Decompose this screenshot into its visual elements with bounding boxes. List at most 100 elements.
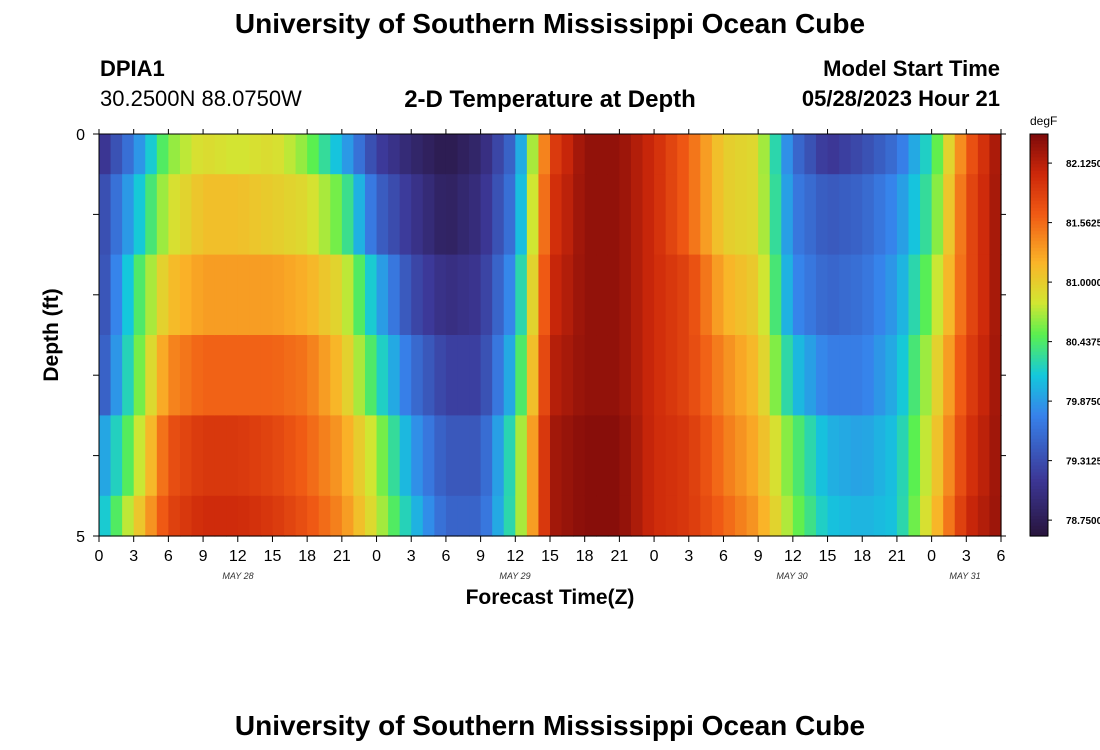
colorbar-segment bbox=[1030, 341, 1048, 346]
colorbar-segment bbox=[1030, 308, 1048, 313]
heatmap-cell bbox=[411, 254, 424, 336]
x-tick-label: 21 bbox=[610, 548, 628, 565]
heatmap-cell bbox=[434, 415, 447, 497]
heatmap-cell bbox=[654, 495, 667, 537]
heatmap-cell bbox=[399, 495, 412, 537]
x-date-label: MAY 30 bbox=[776, 571, 807, 581]
heatmap-cell bbox=[133, 335, 146, 416]
heatmap-cell bbox=[654, 134, 667, 175]
heatmap-cell bbox=[920, 254, 933, 336]
heatmap-cell bbox=[596, 335, 609, 416]
heatmap-cell bbox=[573, 495, 586, 537]
heatmap-cell bbox=[630, 254, 644, 336]
heatmap-cell bbox=[318, 335, 331, 416]
heatmap-cell bbox=[630, 495, 644, 537]
heatmap-cell bbox=[827, 415, 840, 497]
heatmap-cell bbox=[723, 415, 736, 497]
heatmap-cell bbox=[249, 495, 262, 537]
heatmap-cell bbox=[179, 335, 193, 416]
heatmap-cell bbox=[492, 415, 505, 497]
heatmap-cell bbox=[399, 134, 412, 175]
heatmap-cell bbox=[434, 134, 447, 175]
heatmap-cell bbox=[434, 174, 447, 256]
heatmap-cell bbox=[295, 174, 308, 256]
colorbar-segment bbox=[1030, 157, 1048, 162]
heatmap-cell bbox=[272, 335, 285, 416]
colorbar-segment bbox=[1030, 335, 1048, 339]
heatmap-cell bbox=[388, 415, 401, 497]
heatmap-cell bbox=[781, 415, 794, 497]
heatmap-cell bbox=[873, 495, 886, 537]
heatmap-cell bbox=[711, 254, 725, 336]
heatmap-cell bbox=[769, 495, 782, 537]
heatmap-cell bbox=[364, 495, 378, 537]
heatmap-cell bbox=[931, 495, 944, 537]
heatmap-cell bbox=[954, 335, 967, 416]
heatmap-cell bbox=[607, 495, 620, 537]
x-tick-label: 15 bbox=[264, 548, 282, 565]
heatmap-cell bbox=[503, 335, 516, 416]
heatmap-cell bbox=[515, 335, 528, 416]
heatmap-cell bbox=[145, 254, 158, 336]
colorbar-segment bbox=[1030, 448, 1048, 453]
colorbar-segment bbox=[1030, 294, 1048, 299]
heatmap-cell bbox=[168, 495, 181, 537]
heatmap-cell bbox=[295, 134, 308, 175]
heatmap-cell bbox=[619, 495, 632, 537]
heatmap-cell bbox=[191, 415, 204, 497]
heatmap-cell bbox=[122, 254, 135, 336]
heatmap-cell bbox=[561, 415, 574, 497]
heatmap-cell bbox=[480, 254, 493, 336]
heatmap-cell bbox=[827, 495, 840, 537]
colorbar-segment bbox=[1030, 371, 1048, 376]
heatmap-cell bbox=[630, 335, 644, 416]
heatmap-cell bbox=[249, 134, 262, 175]
heatmap-cell bbox=[677, 335, 690, 416]
colorbar-segment bbox=[1030, 425, 1048, 430]
heatmap-cell bbox=[214, 134, 227, 175]
heatmap-cell bbox=[203, 174, 216, 256]
heatmap-cell bbox=[515, 174, 528, 256]
heatmap-cell bbox=[850, 335, 863, 416]
heatmap-cell bbox=[214, 335, 227, 416]
heatmap-cell bbox=[411, 415, 424, 497]
heatmap-cell bbox=[746, 495, 759, 537]
heatmap-cell bbox=[943, 335, 956, 416]
heatmap-cell bbox=[885, 415, 898, 497]
x-tick-label: 0 bbox=[650, 548, 659, 565]
heatmap-cell bbox=[792, 415, 806, 497]
heatmap-cell bbox=[203, 415, 216, 497]
colorbar-segment bbox=[1030, 184, 1048, 189]
heatmap-cell bbox=[954, 254, 967, 336]
y-tick-label: 0 bbox=[76, 127, 85, 144]
heatmap-cell bbox=[758, 134, 771, 175]
heatmap-cell bbox=[977, 174, 991, 256]
heatmap-cell bbox=[781, 335, 794, 416]
heatmap-cell bbox=[746, 134, 759, 175]
colorbar-segment bbox=[1030, 154, 1048, 159]
heatmap-cell bbox=[827, 134, 840, 175]
x-tick-label: 3 bbox=[129, 548, 138, 565]
colorbar-segment bbox=[1030, 345, 1048, 349]
colorbar-segment bbox=[1030, 274, 1048, 279]
heatmap-cell bbox=[654, 174, 667, 256]
heatmap-cell bbox=[630, 415, 644, 497]
colorbar-segment bbox=[1030, 221, 1048, 226]
heatmap-cell bbox=[781, 495, 794, 537]
heatmap-cell bbox=[989, 495, 1002, 537]
heatmap-cell bbox=[307, 134, 320, 175]
heatmap-cell bbox=[665, 134, 678, 175]
heatmap-cell bbox=[873, 335, 886, 416]
heatmap-cell bbox=[295, 495, 308, 537]
heatmap-cell bbox=[920, 134, 933, 175]
colorbar-segment bbox=[1030, 405, 1048, 410]
heatmap-cell bbox=[388, 254, 401, 336]
heatmap-cell bbox=[364, 174, 378, 256]
heatmap-cell bbox=[550, 335, 563, 416]
heatmap-cell bbox=[954, 415, 967, 497]
heatmap-cell bbox=[977, 415, 991, 497]
colorbar-segment bbox=[1030, 244, 1048, 249]
heatmap-cell bbox=[388, 174, 401, 256]
colorbar-segment bbox=[1030, 204, 1048, 209]
heatmap-cell bbox=[688, 254, 701, 336]
